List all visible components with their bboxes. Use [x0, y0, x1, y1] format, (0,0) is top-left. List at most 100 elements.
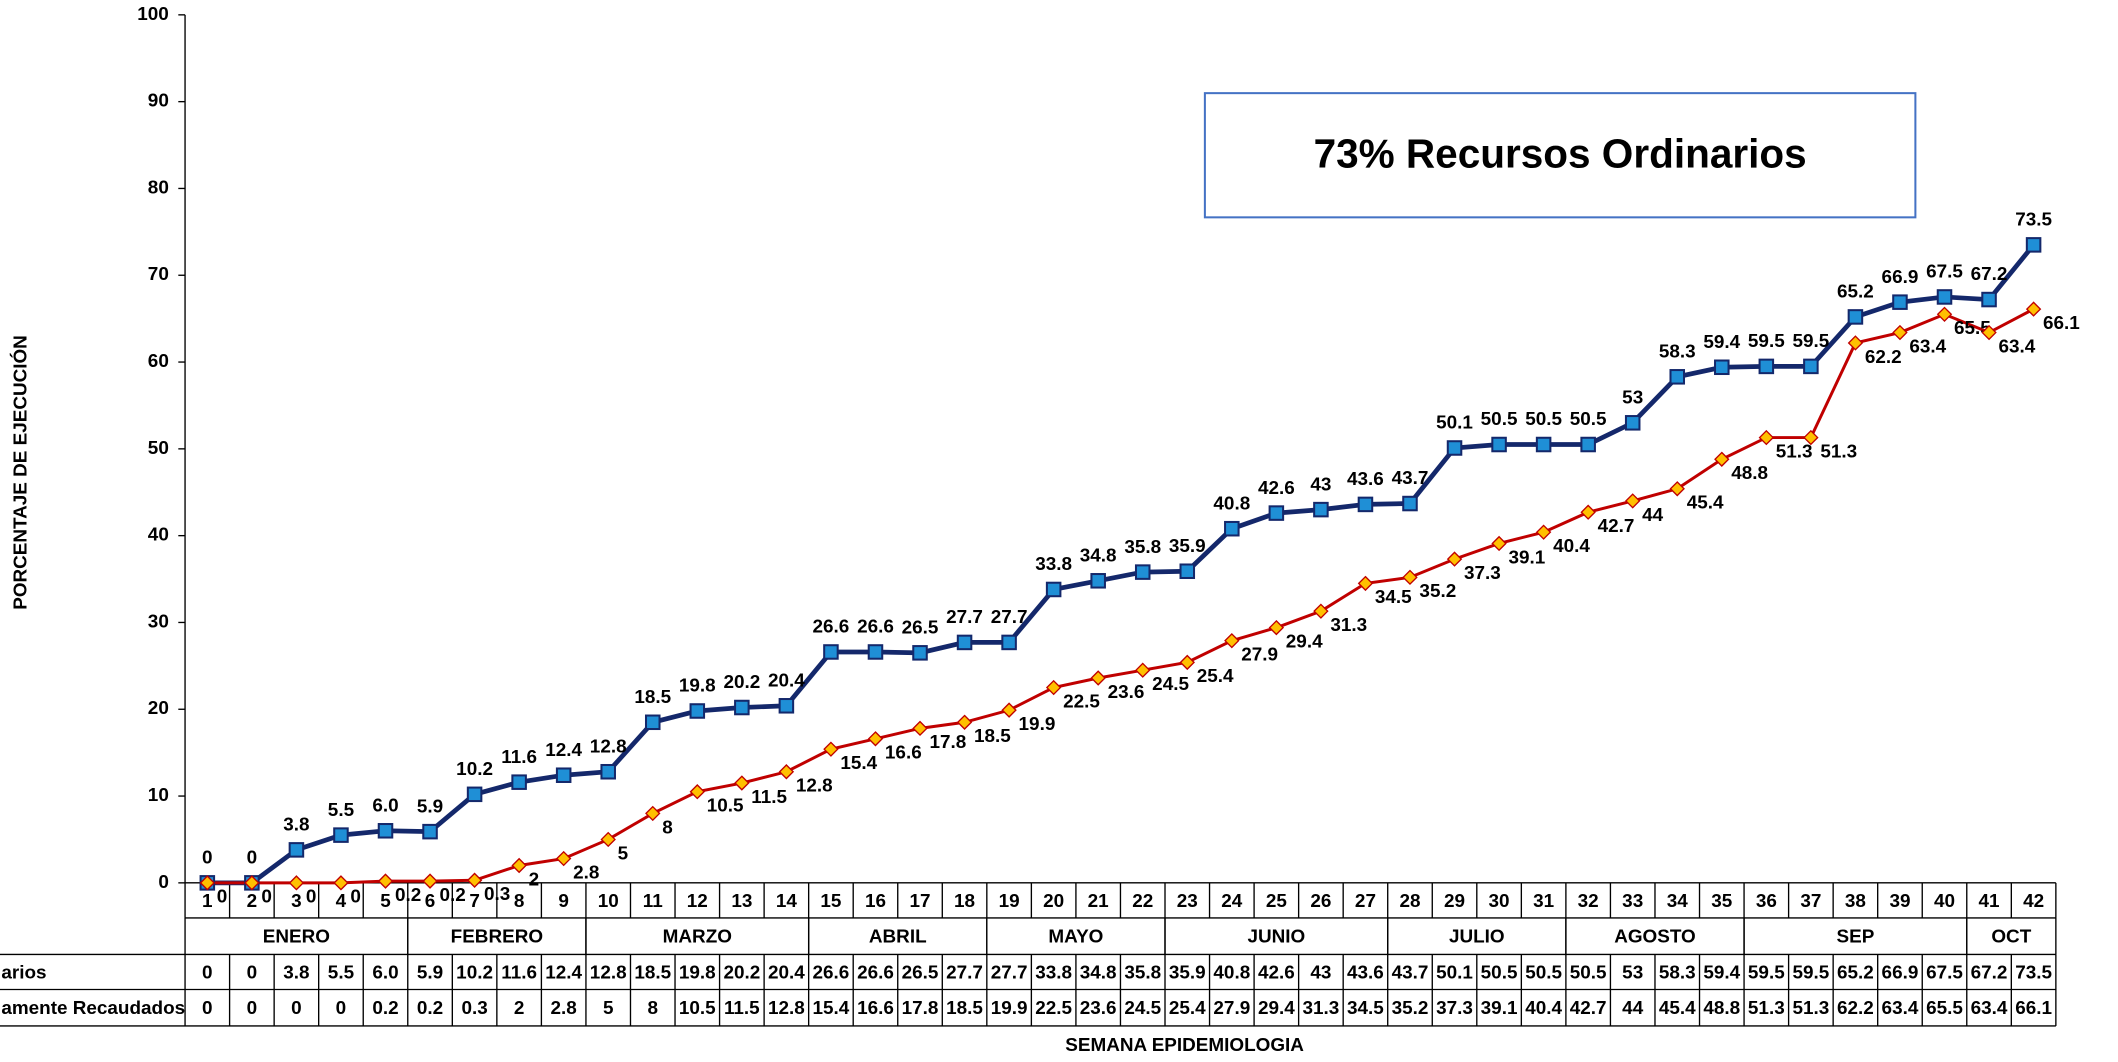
- marker: [1936, 289, 1953, 305]
- data-label: 42.7: [1598, 516, 1635, 537]
- month-label: MARZO: [663, 927, 732, 948]
- week-label: 21: [1088, 891, 1109, 912]
- week-label: 22: [1132, 891, 1153, 912]
- marker: [778, 698, 795, 714]
- table-value: 0: [202, 962, 213, 983]
- marker: [1179, 654, 1195, 671]
- data-label: 51.3: [1776, 441, 1813, 462]
- data-label: 0: [306, 887, 317, 908]
- marker: [1268, 619, 1285, 636]
- table-value: 2: [514, 998, 525, 1019]
- month-label: MAYO: [1048, 927, 1103, 948]
- data-label: 67.2: [1971, 264, 2008, 285]
- marker: [1090, 670, 1106, 686]
- data-label: 24.5: [1152, 674, 1189, 695]
- marker: [1134, 564, 1151, 580]
- data-label: 5.9: [417, 796, 443, 817]
- table-value: 26.5: [902, 962, 939, 983]
- marker: [1224, 632, 1240, 649]
- week-label: 30: [1489, 891, 1510, 912]
- table-value: 3.8: [283, 962, 309, 983]
- marker: [1936, 306, 1953, 323]
- table-value: 43.6: [1347, 962, 1384, 983]
- marker: [422, 823, 438, 840]
- data-label: 63.4: [1999, 336, 2036, 357]
- data-label: 35.9: [1169, 536, 1206, 557]
- week-label: 27: [1355, 891, 1376, 912]
- month-label: AGOSTO: [1614, 927, 1696, 948]
- data-label: 43: [1310, 474, 1331, 495]
- data-label: 18.5: [634, 687, 671, 708]
- data-label: 66.1: [2043, 313, 2080, 334]
- table-value: 58.3: [1659, 962, 1696, 983]
- table-value: 5.5: [328, 962, 354, 983]
- week-label: 29: [1444, 891, 1465, 912]
- marker: [555, 767, 572, 783]
- week-label: 36: [1756, 891, 1777, 912]
- week-label: 38: [1845, 891, 1866, 912]
- week-label: 28: [1399, 891, 1420, 912]
- table-value: 27.9: [1213, 998, 1250, 1019]
- data-label: 50.5: [1570, 409, 1607, 430]
- marker: [734, 699, 750, 716]
- data-label: 35.8: [1124, 537, 1161, 558]
- data-label: 33.8: [1035, 554, 1072, 575]
- data-label: 31.3: [1330, 615, 1367, 636]
- data-label: 27.7: [991, 607, 1028, 628]
- y-tick-label: 20: [148, 698, 169, 719]
- table-value: 39.1: [1481, 998, 1518, 1019]
- marker: [466, 786, 483, 803]
- table-value: 18.5: [946, 998, 983, 1019]
- table-value: 44: [1622, 998, 1644, 1019]
- y-tick-label: 40: [148, 525, 169, 546]
- data-label: 63.4: [1909, 336, 1946, 357]
- marker: [199, 875, 216, 891]
- data-label: 66.9: [1882, 267, 1919, 288]
- table-value: 16.6: [857, 998, 894, 1019]
- data-label: 27.7: [946, 607, 983, 628]
- data-label: 16.6: [885, 743, 922, 764]
- table-value: 2.8: [551, 998, 577, 1019]
- marker: [1179, 563, 1196, 580]
- week-label: 42: [2023, 891, 2044, 912]
- table-value: 12.4: [545, 962, 582, 983]
- table-value: 35.8: [1124, 962, 1161, 983]
- data-label: 20.2: [723, 672, 760, 693]
- table-value: 59.4: [1703, 962, 1740, 983]
- y-tick-label: 90: [148, 91, 169, 112]
- table-value: 20.2: [723, 962, 760, 983]
- data-label: 0: [350, 887, 361, 908]
- table-value: 26.6: [813, 962, 850, 983]
- series-line: [207, 307, 2035, 885]
- marker: [1491, 535, 1507, 552]
- data-label: 18.5: [974, 726, 1011, 747]
- table-value: 50.5: [1570, 962, 1607, 983]
- marker: [1357, 575, 1374, 592]
- month-label: ENERO: [263, 927, 330, 948]
- marker: [288, 842, 305, 858]
- table-value: 33.8: [1035, 962, 1072, 983]
- table-value: 0: [247, 998, 258, 1019]
- week-label: 5: [380, 891, 391, 912]
- marker: [1981, 324, 1997, 341]
- marker: [600, 831, 616, 848]
- week-label: 12: [687, 891, 708, 912]
- marker: [1580, 504, 1596, 520]
- week-label: 25: [1266, 891, 1287, 912]
- marker: [377, 873, 394, 889]
- marker: [778, 764, 795, 780]
- table-value: 40.8: [1213, 962, 1250, 983]
- table-value: 11.6: [501, 962, 537, 983]
- data-label: 73.5: [2015, 210, 2052, 231]
- y-tick-label: 30: [148, 611, 169, 632]
- marker: [1446, 440, 1463, 456]
- week-label: 4: [336, 891, 347, 912]
- data-label: 53: [1622, 388, 1643, 409]
- data-label: 65.5: [1954, 318, 1991, 339]
- data-label: 43.6: [1347, 469, 1384, 490]
- week-label: 10: [598, 891, 619, 912]
- data-label: 3.8: [283, 815, 309, 836]
- data-label: 34.5: [1375, 587, 1412, 608]
- data-label: 19.9: [1019, 714, 1056, 735]
- marker: [1625, 493, 1641, 509]
